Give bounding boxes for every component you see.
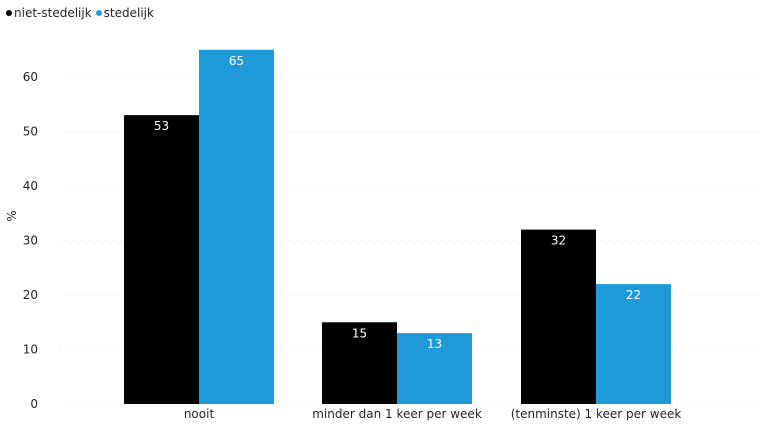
bar-stedelijk-1[interactable] (397, 333, 472, 404)
y-tick-label: 60 (23, 70, 38, 84)
data-label-stedelijk-2: 22 (626, 288, 641, 302)
legend-marker-niet-stedelijk (6, 10, 12, 16)
x-tick-label: minder dan 1 keer per week (312, 407, 482, 421)
bar-niet-stedelijk-2[interactable] (521, 229, 596, 404)
y-tick-label: 30 (23, 234, 38, 248)
y-tick-label: 20 (23, 288, 38, 302)
bar-niet-stedelijk-0[interactable] (124, 115, 199, 405)
bar-stedelijk-0[interactable] (199, 49, 274, 404)
legend-item-stedelijk[interactable]: stedelijk (95, 6, 154, 20)
data-label-niet-stedelijk-1: 15 (352, 326, 367, 340)
bar-stedelijk-2[interactable] (596, 284, 671, 404)
y-tick-label: 10 (23, 343, 38, 357)
y-tick-label: 50 (23, 125, 38, 139)
legend-item-niet-stedelijk[interactable]: niet-stedelijk (6, 6, 92, 20)
y-tick-label: 0 (30, 397, 38, 411)
legend: niet-stedelijk stedelijk (6, 6, 154, 20)
x-tick-label: nooit (184, 407, 215, 421)
y-axis-title: % (5, 210, 19, 221)
y-axis: 0 10 20 30 40 50 60 (23, 70, 38, 411)
data-label-niet-stedelijk-2: 32 (551, 234, 566, 248)
x-axis: nooit minder dan 1 keer per week (tenminst… (184, 407, 682, 421)
bars: 53 65 15 13 32 22 (124, 49, 671, 405)
data-label-stedelijk-0: 65 (229, 54, 244, 68)
data-label-stedelijk-1: 13 (427, 337, 442, 351)
legend-label-stedelijk: stedelijk (103, 6, 154, 20)
data-label-niet-stedelijk-0: 53 (154, 119, 169, 133)
x-tick-label: (tenminste) 1 keer per week (511, 407, 682, 421)
bar-niet-stedelijk-1[interactable] (322, 322, 397, 404)
legend-label-niet-stedelijk: niet-stedelijk (14, 6, 92, 20)
y-tick-label: 40 (23, 179, 38, 193)
legend-marker-stedelijk (95, 10, 102, 16)
